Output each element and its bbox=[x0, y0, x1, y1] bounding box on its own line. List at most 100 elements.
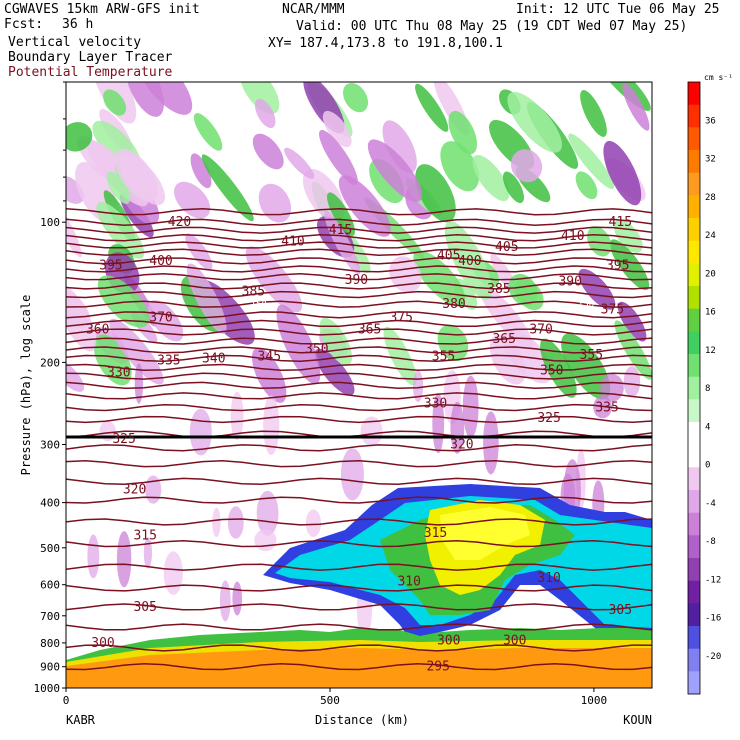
isentrope-label: 405 bbox=[437, 249, 460, 264]
isentrope-line bbox=[66, 290, 652, 299]
wave-cell bbox=[124, 82, 164, 117]
isentrope-line bbox=[66, 496, 652, 504]
isentrope-line bbox=[66, 354, 652, 363]
isentrope-line bbox=[66, 208, 652, 216]
isentrope-label: 300 bbox=[91, 636, 114, 651]
isentrope-label: 310 bbox=[537, 571, 560, 586]
wave-cell bbox=[510, 149, 543, 183]
colorbar-swatch bbox=[688, 535, 700, 559]
wave-cell bbox=[319, 129, 358, 185]
wave-cell bbox=[483, 411, 499, 475]
y-tick-label: 100 bbox=[40, 216, 60, 229]
isentrope-label: 325 bbox=[112, 432, 135, 447]
colorbar-label: 32 bbox=[705, 155, 716, 165]
isentrope-label: 380 bbox=[442, 297, 465, 312]
colorbar-swatch bbox=[688, 195, 700, 219]
wave-cell bbox=[109, 318, 164, 385]
colorbar-label: -8 bbox=[705, 537, 716, 547]
wave-cell bbox=[103, 89, 127, 116]
wave-cell bbox=[478, 284, 533, 349]
org-label: NCAR/MMM bbox=[282, 2, 345, 17]
wave-cell bbox=[66, 284, 97, 352]
isentrope-line bbox=[66, 328, 652, 336]
isentrope-label: 350 bbox=[540, 363, 563, 378]
wave-cell bbox=[568, 133, 615, 190]
isentrope-line bbox=[66, 234, 652, 242]
wave-cell bbox=[134, 363, 144, 404]
fcst-value: 36 h bbox=[62, 17, 94, 32]
colorbar-swatch bbox=[688, 150, 700, 174]
isentrope-label: 335 bbox=[595, 401, 618, 416]
wave-cell bbox=[415, 164, 456, 223]
isentrope-label: 365 bbox=[358, 323, 381, 338]
colorbar-label: 24 bbox=[705, 231, 716, 241]
y-tick-label: 1000 bbox=[34, 682, 61, 695]
wave-cell bbox=[254, 98, 276, 129]
left-endpoint-label: KABR bbox=[66, 713, 96, 727]
wave-cell bbox=[450, 401, 465, 454]
wave-cell bbox=[276, 304, 321, 384]
wave-cell bbox=[322, 110, 352, 148]
isentrope-label: 305 bbox=[133, 600, 156, 615]
wave-cell bbox=[415, 83, 449, 132]
isentrope-line bbox=[66, 265, 652, 273]
xy-coords: XY= 187.4,173.8 to 191.8,100.1 bbox=[268, 36, 503, 51]
boundary-layer-lower bbox=[66, 628, 652, 688]
isentrope-label: 300 bbox=[437, 633, 460, 648]
isentrope-line bbox=[66, 518, 652, 526]
isentrope-label: 320 bbox=[123, 483, 146, 498]
wave-cell bbox=[444, 221, 492, 300]
wave-cell bbox=[342, 82, 369, 113]
wave-cell bbox=[284, 147, 315, 179]
isentrope-label: 420 bbox=[168, 215, 191, 230]
wave-cell bbox=[66, 122, 93, 152]
isentrope-line bbox=[66, 403, 652, 412]
colorbar-swatch bbox=[688, 376, 700, 400]
lower-orange bbox=[66, 648, 652, 688]
wave-cell bbox=[580, 90, 607, 137]
wave-cell bbox=[578, 268, 616, 310]
y-axis-ticks: 100 200 300 400 500 600 700 800 900 1000 bbox=[34, 81, 66, 695]
colorbar-swatch bbox=[688, 127, 700, 151]
isentrope-label: 370 bbox=[529, 323, 552, 338]
isentrope-label: 295 bbox=[426, 660, 449, 675]
x-axis-label: Distance (km) bbox=[315, 713, 409, 727]
isentrope-line bbox=[66, 460, 652, 468]
wave-cell bbox=[219, 580, 231, 622]
y-tick-label: 900 bbox=[40, 661, 60, 674]
field-boundary-layer-tracer: Boundary Layer Tracer bbox=[8, 50, 173, 65]
isentrope-label: 395 bbox=[606, 259, 629, 274]
colorbar-swatch bbox=[688, 580, 700, 604]
colorbar-label: 20 bbox=[705, 269, 716, 279]
colorbar-swatch bbox=[688, 444, 700, 468]
colorbar-label: 0 bbox=[705, 461, 710, 471]
right-endpoint-label: KOUN bbox=[623, 713, 652, 727]
field-vertical-velocity: Vertical velocity bbox=[8, 35, 142, 50]
isentrope-label: 350 bbox=[305, 342, 328, 357]
colorbar-swatch bbox=[688, 286, 700, 310]
y-tick-label: 500 bbox=[40, 542, 60, 555]
plot-frame bbox=[65, 81, 653, 689]
wave-cell bbox=[448, 110, 478, 155]
colorbar-swatch bbox=[688, 671, 700, 695]
colorbar-swatch bbox=[688, 467, 700, 491]
isentrope-label: 360 bbox=[86, 323, 109, 338]
isentrope-label: 390 bbox=[558, 274, 581, 289]
wave-cell bbox=[252, 347, 287, 403]
isentrope-line bbox=[66, 282, 652, 290]
colorbar-swatch bbox=[688, 603, 700, 627]
isentrope-label: 370 bbox=[149, 310, 172, 325]
wave-cell bbox=[360, 416, 383, 447]
wave-cell bbox=[623, 366, 641, 398]
isentrope-line bbox=[66, 218, 652, 226]
fcst-label: Fcst: bbox=[4, 17, 44, 32]
wave-cell bbox=[190, 153, 212, 189]
isentrope-label: 315 bbox=[133, 528, 156, 543]
y-tick-label: 700 bbox=[40, 610, 60, 623]
wave-cell bbox=[338, 175, 391, 237]
wave-cell bbox=[622, 83, 650, 131]
colorbar-label: 8 bbox=[705, 384, 710, 394]
isentrope-label: 305 bbox=[609, 603, 632, 618]
x-tick-label: 1000 bbox=[581, 694, 608, 707]
